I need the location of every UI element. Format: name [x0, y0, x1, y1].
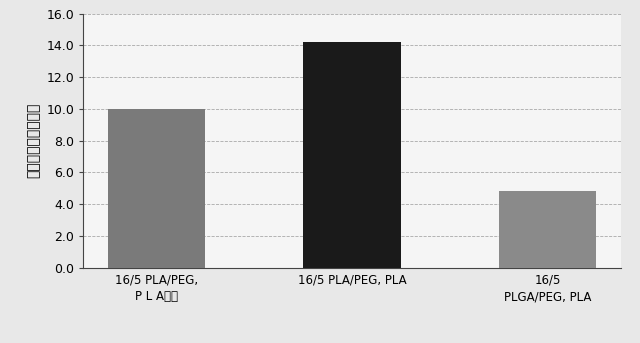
Bar — [303, 42, 401, 268]
Y-axis label: テムシロリムス貨荷: テムシロリムス貨荷 — [27, 103, 41, 178]
Bar — [108, 109, 205, 268]
Bar — [499, 191, 596, 268]
